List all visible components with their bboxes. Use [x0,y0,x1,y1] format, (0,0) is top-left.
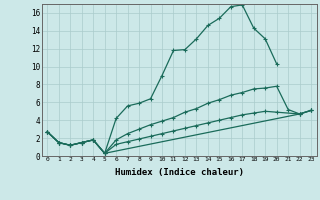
X-axis label: Humidex (Indice chaleur): Humidex (Indice chaleur) [115,168,244,177]
